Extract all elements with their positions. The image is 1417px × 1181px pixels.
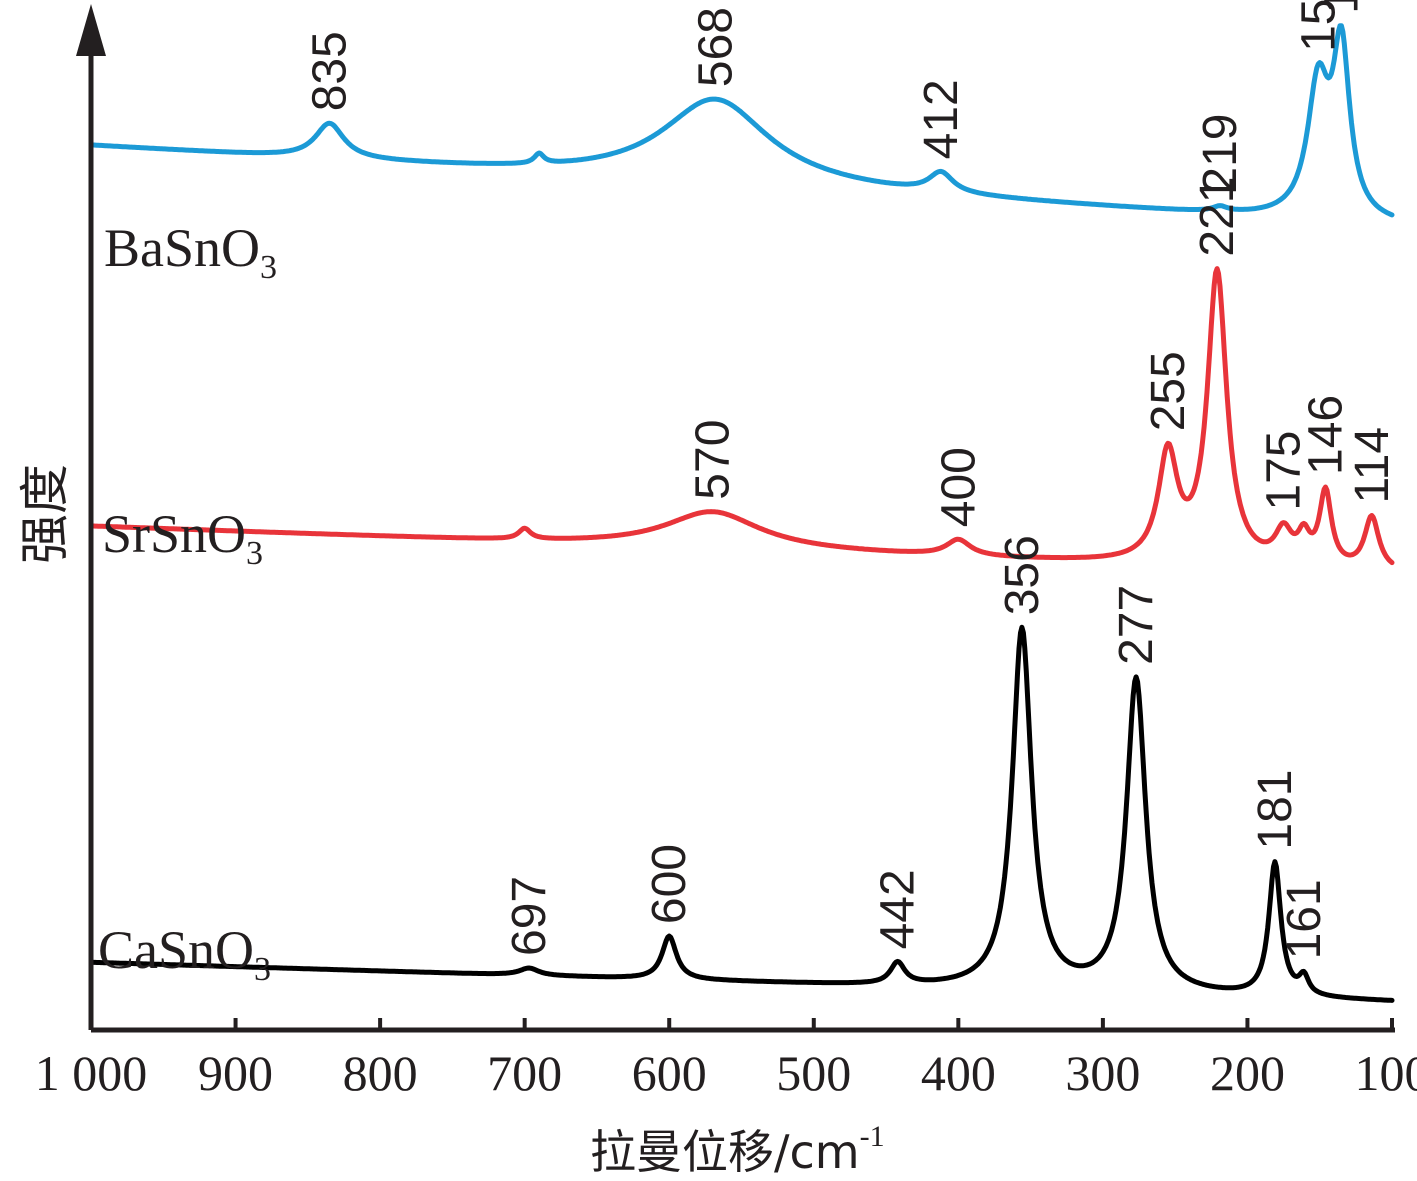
series-name-text: SrSnO [102,504,246,564]
peak-label: 161 [1278,879,1331,959]
x-axis-title: 拉曼位移/cm-1 [590,1120,885,1179]
peak-label: 600 [643,844,696,924]
x-tick-label: 200 [1210,1045,1285,1101]
x-tick-label: 1 000 [35,1045,148,1101]
peak-label: 697 [503,876,556,956]
peak-label: 356 [996,535,1049,615]
series-name-text: BaSnO [104,218,260,278]
y-axis-title: 强度 [16,464,74,564]
peak-label: 570 [687,420,740,500]
peak-label: 255 [1142,351,1195,431]
x-tick-label: 900 [198,1045,273,1101]
peak-label: 181 [1249,770,1302,850]
x-tick-label: 500 [776,1045,851,1101]
peak-label: 442 [872,869,925,949]
series-name-subscript: 3 [260,249,277,286]
series-name-text: CaSnO [98,920,254,980]
series-name-subscript: 3 [254,951,271,988]
peak-label: 400 [932,447,985,527]
peak-label: 568 [690,7,743,87]
x-tick-label: 100 [1355,1045,1417,1101]
x-tick-label: 800 [343,1045,418,1101]
peak-label: 151 [1292,0,1345,52]
peak-label: 135 [1315,0,1368,14]
series-name-label: BaSnO3 [104,218,277,286]
peak-label: 219 [1194,114,1247,194]
series-line-srsno [88,266,1395,566]
series-name-label: CaSnO3 [98,920,271,988]
peak-label: 114 [1346,427,1399,504]
y-axis-arrow-icon [76,4,106,56]
series-layer [88,23,1395,1003]
series-name-subscript: 3 [246,535,263,572]
peak-label: 277 [1110,585,1163,665]
peak-label: 221 [1191,177,1244,257]
series-line-casno [88,624,1395,1003]
x-ticks-layer: 1 000 900 800 700 600 500 400 300 200 100 [35,1018,1417,1101]
x-axis-title-sup: -1 [860,1120,885,1153]
x-tick-label: 700 [487,1045,562,1101]
series-name-label: SrSnO3 [102,504,263,572]
x-tick-label: 600 [632,1045,707,1101]
series-line-basno [88,23,1395,218]
peak-label: 835 [304,31,357,111]
x-tick-label: 300 [1065,1045,1140,1101]
x-axis-title-text: 拉曼位移/cm [590,1125,860,1179]
x-tick-label: 400 [921,1045,996,1101]
peak-label: 146 [1300,395,1353,475]
peak-label: 412 [915,79,968,159]
peak-label: 175 [1258,431,1311,511]
peak-labels-layer: BaSnO3835568412219151135SrSnO35704002552… [98,0,1399,988]
